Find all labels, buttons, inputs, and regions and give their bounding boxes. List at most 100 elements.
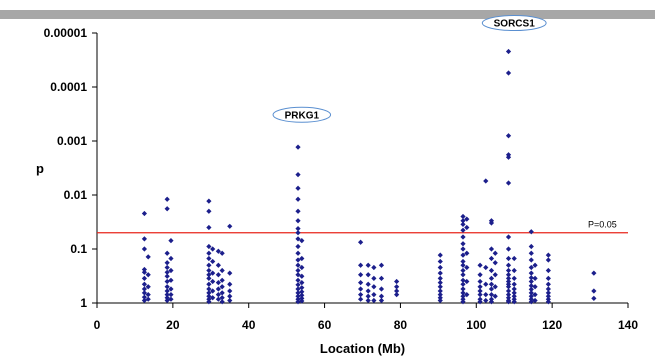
- data-point: [477, 296, 483, 302]
- data-point: [505, 255, 512, 262]
- data-point: [511, 296, 517, 302]
- data-point: [378, 297, 385, 304]
- data-point: [215, 292, 221, 298]
- data-point: [164, 284, 170, 290]
- data-point: [219, 290, 225, 296]
- y-tick-label: 0.00001: [44, 26, 88, 40]
- data-point: [528, 275, 534, 281]
- data-point: [299, 264, 305, 271]
- data-point: [145, 296, 151, 302]
- data-point: [219, 277, 225, 283]
- data-point: [488, 267, 495, 274]
- data-point: [532, 292, 538, 298]
- data-point: [460, 218, 466, 224]
- data-point: [206, 262, 212, 268]
- data-point: [505, 133, 512, 139]
- x-tick-label: 100: [466, 318, 486, 332]
- data-point: [528, 250, 534, 256]
- data-point: [295, 293, 301, 299]
- data-point: [227, 288, 233, 294]
- data-point: [141, 294, 148, 300]
- data-point: [437, 295, 443, 301]
- data-point: [215, 248, 221, 254]
- data-point: [488, 292, 495, 298]
- data-point: [227, 297, 233, 304]
- data-point: [168, 267, 174, 274]
- data-point: [545, 257, 551, 263]
- data-point: [477, 299, 483, 305]
- data-point: [371, 275, 377, 281]
- data-point: [210, 270, 216, 276]
- data-point: [488, 255, 495, 262]
- data-point: [141, 266, 148, 273]
- data-point: [168, 292, 174, 298]
- data-point: [591, 295, 597, 301]
- data-point: [219, 295, 225, 301]
- data-point: [299, 295, 305, 301]
- data-point: [299, 255, 305, 262]
- data-point: [488, 286, 495, 292]
- data-point: [227, 293, 233, 299]
- data-point: [141, 281, 148, 287]
- data-point: [295, 236, 301, 242]
- data-point: [511, 267, 517, 274]
- data-point: [528, 270, 534, 276]
- data-point: [365, 281, 371, 287]
- data-point: [164, 264, 170, 271]
- data-point: [492, 293, 498, 299]
- data-point: [545, 281, 551, 287]
- data-point: [206, 208, 212, 214]
- data-point: [210, 258, 216, 265]
- data-point: [227, 281, 233, 287]
- data-point: [295, 257, 301, 263]
- data-point: [505, 278, 512, 285]
- data-point: [532, 262, 538, 268]
- data-point: [206, 293, 212, 299]
- data-point: [164, 250, 170, 256]
- data-point: [299, 280, 305, 286]
- data-point: [437, 264, 443, 271]
- data-point: [545, 286, 551, 292]
- data-point: [460, 296, 466, 302]
- data-point: [378, 275, 385, 281]
- data-point: [511, 286, 517, 292]
- reference-line: P=0.05: [97, 220, 628, 234]
- data-point: [358, 272, 364, 278]
- data-point: [483, 178, 489, 184]
- data-point: [145, 292, 151, 298]
- data-point: [168, 255, 174, 262]
- data-point: [210, 246, 216, 252]
- data-point: [164, 273, 170, 279]
- data-point: [295, 226, 301, 232]
- data-point: [460, 277, 466, 283]
- data-point: [358, 280, 364, 286]
- y-tick-label: 0.01: [64, 188, 88, 202]
- data-point: [365, 262, 371, 268]
- data-point: [215, 286, 221, 292]
- data-point: [295, 172, 301, 178]
- data-point: [532, 284, 538, 290]
- data-point: [206, 299, 212, 305]
- data-point: [528, 296, 534, 302]
- data-point: [545, 296, 551, 302]
- data-point: [215, 296, 221, 302]
- data-point: [206, 281, 212, 287]
- data-point: [483, 281, 489, 287]
- data-point: [505, 284, 512, 290]
- data-point: [371, 292, 377, 298]
- data-point: [591, 288, 597, 294]
- data-point: [295, 296, 301, 302]
- data-point: [168, 238, 174, 244]
- data-point: [505, 295, 512, 301]
- data-point: [477, 262, 483, 268]
- data-point: [528, 283, 534, 289]
- data-point: [371, 264, 377, 271]
- data-point: [295, 277, 301, 283]
- data-point: [483, 292, 489, 298]
- data-point: [299, 289, 305, 295]
- data-point: [206, 267, 212, 274]
- data-point: [505, 288, 512, 294]
- annotation-label: SORCS1: [494, 19, 536, 30]
- data-point: [358, 296, 364, 302]
- data-point: [295, 267, 301, 274]
